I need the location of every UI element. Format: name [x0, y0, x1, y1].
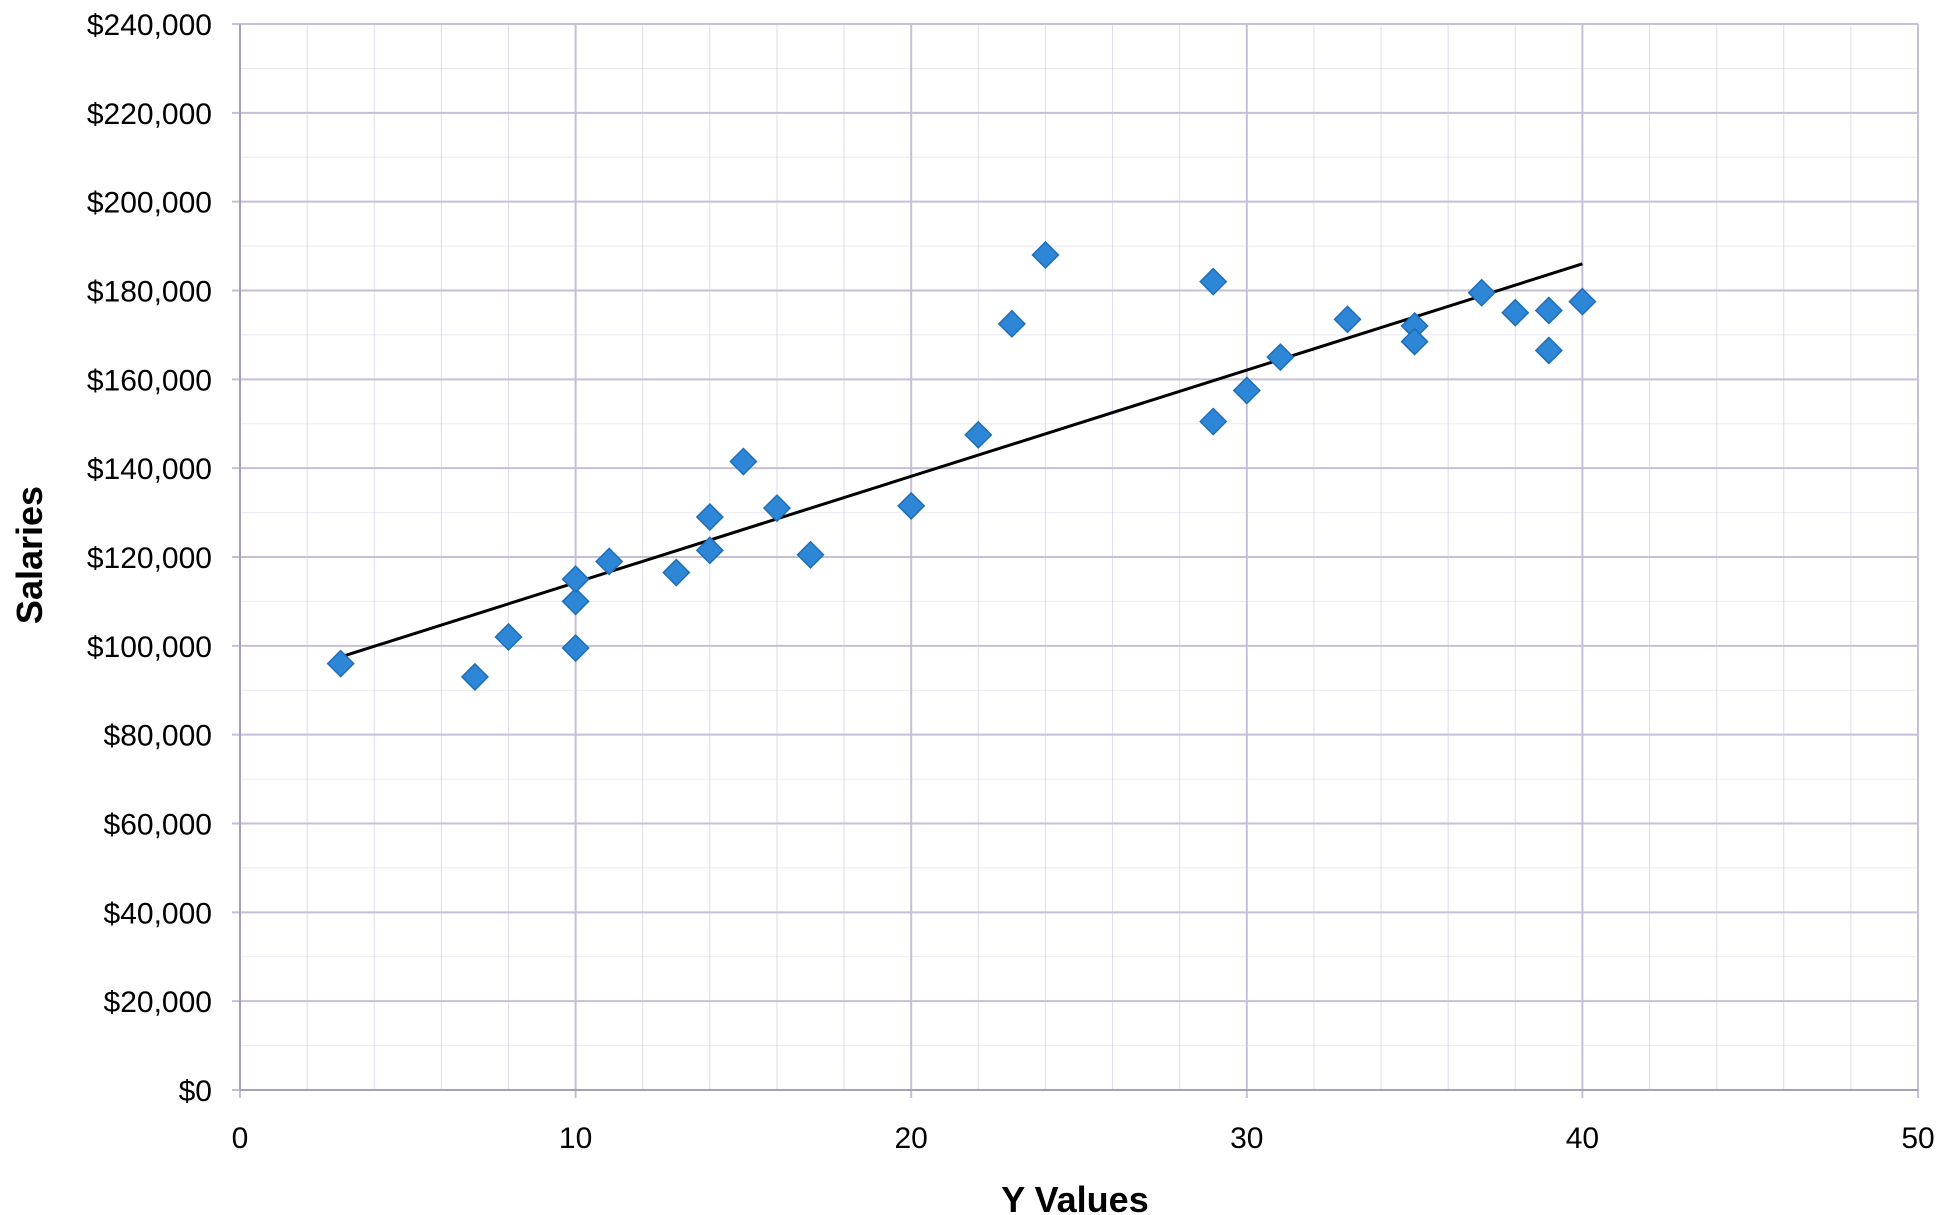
data-point [494, 622, 523, 652]
data-point [964, 420, 993, 449]
y-tick-label: $240,000 [87, 9, 212, 42]
x-tick-label: 30 [1230, 1122, 1263, 1155]
trendline [340, 262, 1583, 659]
y-tick-label: $180,000 [87, 276, 212, 309]
data-point [595, 547, 624, 576]
x-tick-label: 10 [559, 1122, 592, 1155]
data-point [1501, 298, 1530, 327]
y-tick-label: $160,000 [87, 364, 212, 397]
data-point [997, 309, 1026, 338]
y-axis-ticks: $0 $20,000 $40,000 $60,000 $80,000 $100,000 $1… [87, 9, 212, 1108]
x-tick-label: 0 [232, 1122, 249, 1155]
trendline-group [340, 262, 1583, 659]
y-tick-label: $0 [179, 1075, 212, 1108]
data-point [1232, 376, 1261, 405]
data-point [1333, 305, 1362, 334]
y-tick-label: $60,000 [104, 809, 212, 842]
data-point [1199, 267, 1228, 296]
data-point [1467, 278, 1496, 307]
data-point [729, 447, 758, 476]
y-tick-label: $120,000 [87, 542, 212, 575]
data-point [1199, 407, 1228, 436]
major-gridlines [232, 23, 1919, 1098]
data-point [695, 502, 724, 532]
y-tick-label: $200,000 [87, 187, 212, 220]
data-point [662, 558, 691, 587]
data-point [1568, 287, 1597, 316]
x-axis-title: Y Values [1001, 1179, 1148, 1215]
x-tick-label: 50 [1901, 1122, 1934, 1155]
data-point [1266, 343, 1295, 372]
data-point [1534, 296, 1563, 325]
data-point [897, 491, 926, 520]
x-tick-label: 40 [1566, 1122, 1599, 1155]
y-tick-label: $40,000 [104, 897, 212, 930]
data-point [561, 633, 590, 663]
x-axis-ticks: 0 10 20 30 40 50 [232, 1122, 1935, 1155]
data-point [695, 536, 724, 565]
data-point [561, 565, 590, 594]
data-point [762, 494, 792, 523]
y-tick-label: $100,000 [87, 631, 212, 664]
data-point [796, 540, 825, 569]
data-point [561, 587, 590, 616]
data-point [460, 662, 489, 691]
x-tick-label: 20 [895, 1122, 928, 1155]
y-tick-label: $220,000 [87, 98, 212, 131]
data-point [1534, 336, 1563, 365]
y-tick-label: $140,000 [87, 453, 212, 486]
y-tick-label: $80,000 [104, 720, 212, 753]
y-axis-title: Salaries [9, 486, 50, 624]
y-tick-label: $20,000 [104, 986, 212, 1019]
data-point [1031, 240, 1060, 270]
data-points [326, 240, 1597, 691]
data-point [1400, 327, 1429, 356]
data-point [326, 649, 355, 678]
